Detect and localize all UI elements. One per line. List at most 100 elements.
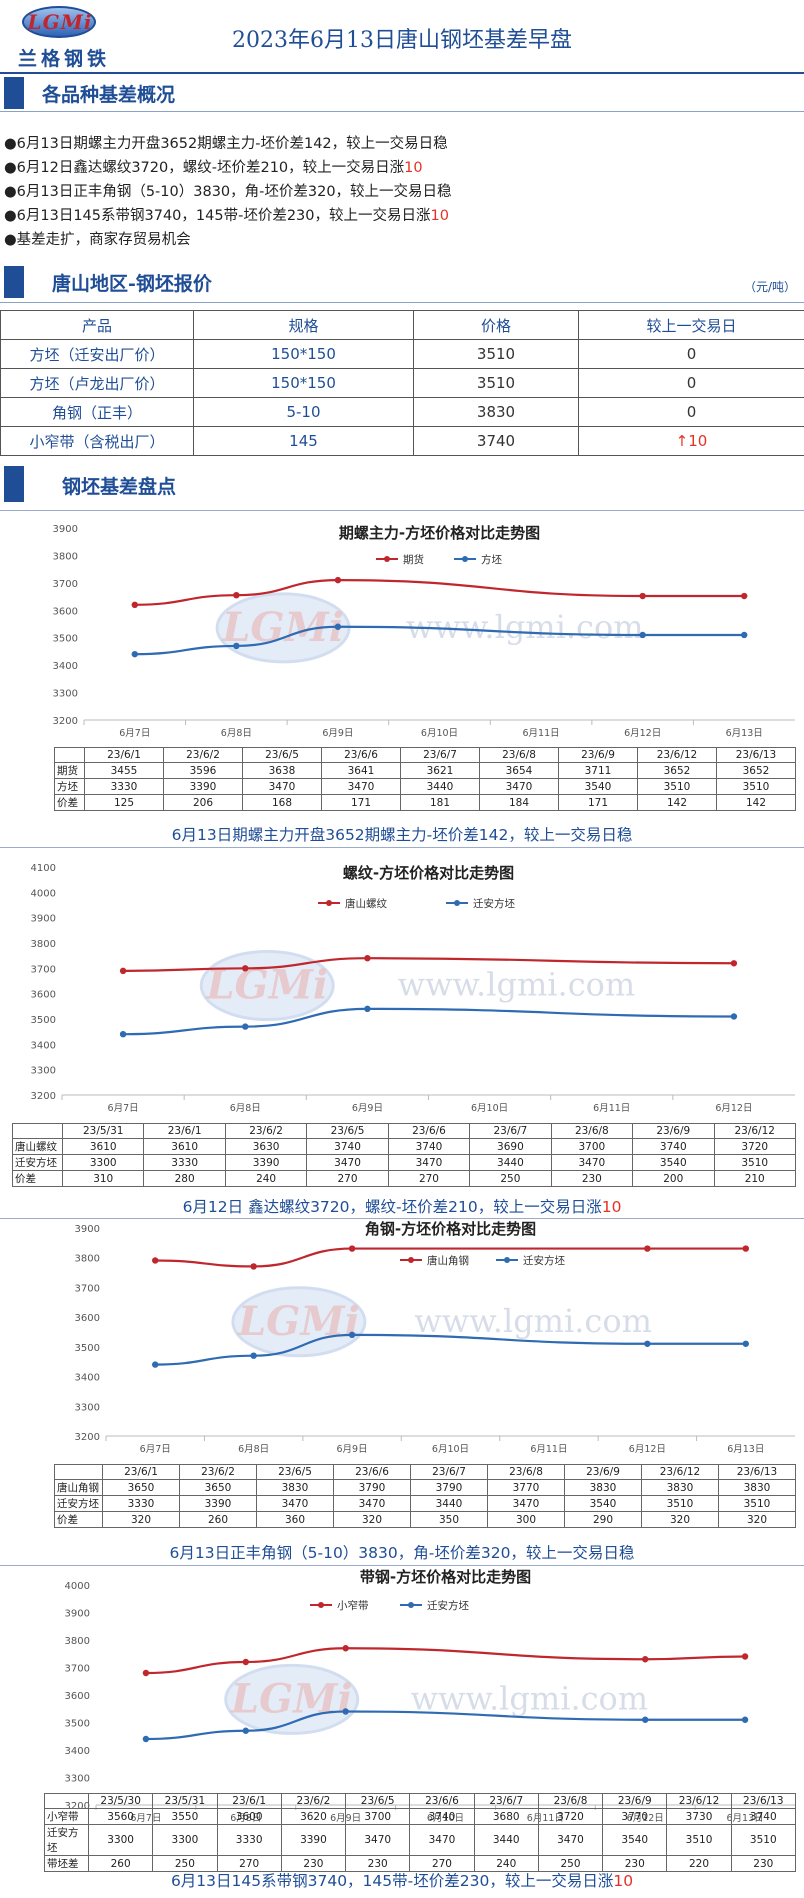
legend-marker	[326, 900, 332, 906]
y-tick-label: 3800	[53, 551, 78, 562]
series-point-1	[742, 1653, 748, 1659]
series-point-2	[342, 1708, 348, 1714]
table-cell: 184	[480, 795, 559, 811]
quote-header: 价格	[414, 311, 579, 340]
x-tick-label: 6月10日	[471, 1103, 508, 1114]
y-tick-label: 3900	[31, 914, 56, 925]
table-cell: 3770	[488, 1480, 565, 1496]
report-header: LGMi 兰格钢铁 2023年6月13日唐山钢坯基差早盘	[0, 0, 804, 74]
table-cell: 3330	[103, 1496, 180, 1512]
table-cell: 3540	[633, 1155, 714, 1171]
table-cell: 3540	[603, 1825, 667, 1856]
table-cell: 3470	[334, 1496, 411, 1512]
y-tick-label: 3800	[75, 1254, 100, 1265]
chart-caption: 6月13日正丰角钢（5-10）3830，角-坯价差320，较上一交易日稳	[0, 1541, 804, 1563]
bullet-mark: ●	[4, 208, 17, 224]
table-cell: 3510	[731, 1825, 795, 1856]
table-cell: 3610	[144, 1139, 225, 1155]
x-tick-label: 6月7日	[140, 1444, 171, 1455]
table-row-name: 价差	[13, 1171, 63, 1187]
table-corner	[55, 748, 85, 763]
series-point-1	[152, 1257, 158, 1263]
x-tick-label: 6月9日	[337, 1444, 368, 1455]
table-cell: 3440	[411, 1496, 488, 1512]
table-cell: 3830	[565, 1480, 642, 1496]
table-column-date: 23/6/9	[633, 1124, 714, 1139]
y-tick-label: 3200	[75, 1432, 100, 1443]
quote-header: 规格	[194, 311, 414, 340]
x-tick-label: 6月12日	[624, 728, 661, 739]
x-tick-label: 6月7日	[119, 728, 150, 739]
legend-label: 迁安方坯	[427, 1599, 469, 1612]
section-title: 唐山地区-钢坯报价	[52, 269, 212, 296]
bullet-text: 6月12日鑫达螺纹3720，螺纹-坯价差210，较上一交易日涨	[17, 160, 404, 176]
table-column-date: 23/6/7	[411, 1465, 488, 1480]
x-tick-label: 6月11日	[593, 1103, 630, 1114]
page-title: 2023年6月13日唐山钢坯基差早盘	[0, 22, 804, 54]
table-cell: 3330	[217, 1825, 281, 1856]
series-point-2	[243, 1728, 249, 1734]
section-overview: 各品种基差概况	[0, 74, 804, 112]
y-tick-label: 3400	[65, 1746, 90, 1757]
watermark-logo-text: LGMi	[237, 1298, 360, 1345]
series-point-1	[233, 592, 239, 598]
table-cell: 3740	[633, 1139, 714, 1155]
table-column-date: 23/6/12	[642, 1465, 719, 1480]
table-cell: 3550	[153, 1809, 217, 1825]
table-cell: 3510	[714, 1155, 795, 1171]
caption-change: 10	[613, 1872, 633, 1890]
chart-title: 期螺主力-方坯价格对比走势图	[339, 524, 540, 542]
legend-label: 唐山角钢	[427, 1254, 469, 1267]
x-tick-label: 6月8日	[230, 1103, 261, 1114]
quote-cell: 小窄带（含税出厂）	[1, 427, 194, 456]
table-cell: 3390	[225, 1155, 306, 1171]
watermark-url: www.lgmi.com	[398, 966, 636, 1004]
table-column-date: 23/6/9	[559, 748, 638, 763]
table-column-date: 23/6/5	[346, 1794, 410, 1809]
chart-title: 角钢-方坯价格对比走势图	[365, 1220, 536, 1238]
bullet-list: ●6月13日期螺主力开盘3652期螺主力-坯价差142，较上一交易日稳●6月12…	[4, 132, 794, 252]
quote-cell: 150*150	[194, 369, 414, 398]
table-cell: 125	[85, 795, 164, 811]
y-tick-label: 3300	[53, 689, 78, 700]
table-cell: 3470	[243, 779, 322, 795]
table-cell: 3650	[180, 1480, 257, 1496]
x-tick-label: 6月11日	[530, 1444, 567, 1455]
series-point-1	[743, 1245, 749, 1251]
y-tick-label: 3700	[31, 964, 56, 975]
legend-marker	[462, 556, 468, 562]
table-cell: 200	[633, 1171, 714, 1187]
table-cell: 3720	[714, 1139, 795, 1155]
bullet-item: ●基差走扩，商家存贸易机会	[4, 228, 794, 252]
series-point-1	[349, 1245, 355, 1251]
series-point-1	[335, 577, 341, 583]
table-row-name: 价差	[55, 1512, 103, 1528]
table-cell: 360	[257, 1512, 334, 1528]
table-column-date: 23/6/5	[307, 1124, 388, 1139]
table-column-date: 23/6/5	[257, 1465, 334, 1480]
table-cell: 3300	[89, 1825, 153, 1856]
table-cell: 3711	[559, 763, 638, 779]
table-cell: 3510	[667, 1825, 731, 1856]
legend-label: 期货	[403, 553, 424, 566]
series-point-1	[364, 955, 370, 961]
y-tick-label: 3700	[65, 1664, 90, 1675]
table-cell: 3620	[281, 1809, 345, 1825]
series-point-1	[642, 1656, 648, 1662]
table-corner	[45, 1794, 89, 1809]
table-cell: 171	[559, 795, 638, 811]
table-cell: 3610	[63, 1139, 144, 1155]
table-row-name: 价差	[55, 795, 85, 811]
table-cell: 320	[103, 1512, 180, 1528]
table-row-name: 迁安方坯	[13, 1155, 63, 1171]
series-point-2	[364, 1006, 370, 1012]
